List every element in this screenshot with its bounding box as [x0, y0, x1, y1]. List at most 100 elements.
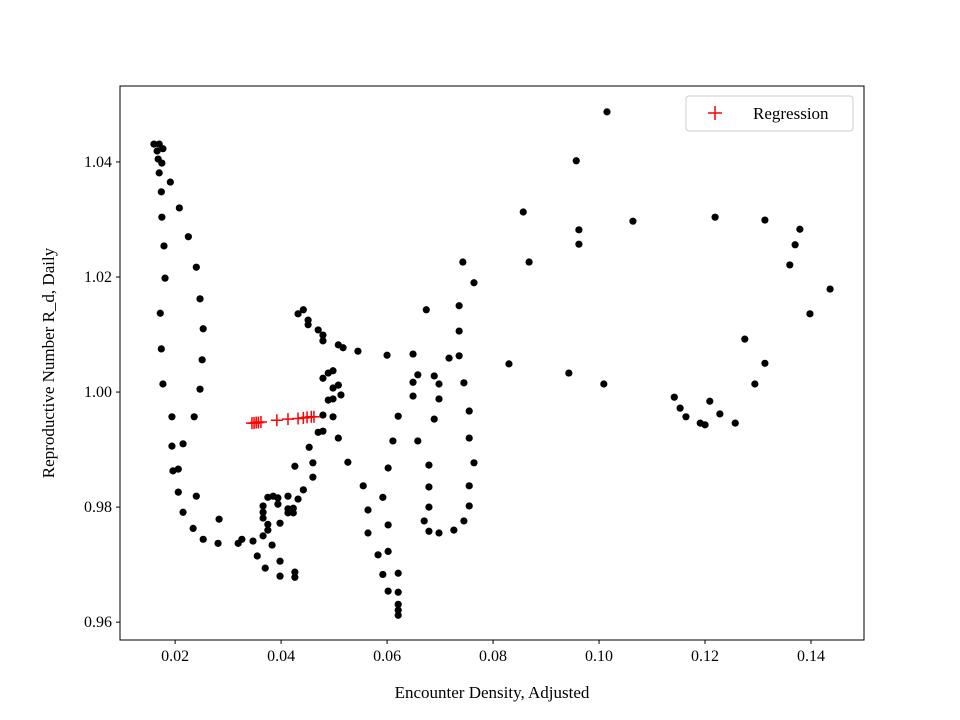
data-point [379, 493, 387, 501]
data-point [259, 514, 267, 522]
data-point [249, 537, 257, 545]
y-tick-label: 1.00 [84, 384, 112, 401]
data-point [359, 482, 367, 490]
data-point [519, 208, 527, 216]
data-point [276, 557, 284, 565]
x-tick-label: 0.12 [691, 648, 719, 665]
data-point [455, 352, 463, 360]
data-point [575, 226, 583, 234]
data-point [161, 274, 169, 282]
data-point [189, 524, 197, 532]
data-point [198, 356, 206, 364]
data-point [291, 462, 299, 470]
data-point [329, 384, 337, 392]
data-point [465, 407, 473, 415]
regression-point [307, 410, 320, 423]
data-point [158, 159, 166, 167]
data-point [445, 354, 453, 362]
y-tick-label: 1.02 [84, 269, 112, 286]
data-point [314, 326, 322, 334]
data-point [430, 415, 438, 423]
data-point [394, 611, 402, 619]
regression-point [254, 415, 267, 428]
data-point [174, 488, 182, 496]
data-point [600, 380, 608, 388]
data-point [409, 350, 417, 358]
data-point [465, 482, 473, 490]
data-point [364, 506, 372, 514]
data-point [259, 532, 267, 540]
data-point [329, 395, 337, 403]
data-point [394, 606, 402, 614]
legend: Regression [685, 95, 854, 132]
data-point [261, 564, 269, 572]
data-point [465, 434, 473, 442]
x-tick-label: 0.04 [267, 648, 295, 665]
data-point [459, 258, 467, 266]
data-point [761, 359, 769, 367]
data-point [384, 521, 392, 529]
data-point [435, 395, 443, 403]
data-point [214, 539, 222, 547]
data-point [259, 502, 267, 510]
data-point [435, 380, 443, 388]
data-point [425, 503, 433, 511]
data-point [284, 492, 292, 500]
regression-point [281, 413, 294, 426]
data-point [175, 204, 183, 212]
data-point [676, 404, 684, 412]
y-tick-label: 0.98 [84, 499, 112, 516]
data-point [184, 233, 192, 241]
data-point [394, 569, 402, 577]
data-point [806, 310, 814, 318]
data-point [264, 520, 272, 528]
data-point [791, 241, 799, 249]
data-point [150, 140, 158, 148]
data-point [525, 258, 533, 266]
data-point [505, 360, 513, 368]
x-tick-label: 0.14 [797, 648, 825, 665]
data-point [409, 378, 417, 386]
data-point [289, 509, 297, 517]
data-point [572, 157, 580, 165]
x-tick-label: 0.08 [479, 648, 507, 665]
data-point [334, 381, 342, 389]
data-point [291, 568, 299, 576]
data-point [409, 392, 417, 400]
data-point [394, 600, 402, 608]
data-point [460, 517, 468, 525]
y-tick-label: 0.96 [84, 614, 112, 631]
data-point [264, 526, 272, 534]
data-point [291, 573, 299, 581]
data-point [305, 443, 313, 451]
data-point [389, 437, 397, 445]
legend-label-regression: Regression [753, 104, 829, 123]
data-point [319, 331, 327, 339]
data-point [276, 572, 284, 580]
data-point [711, 213, 719, 221]
data-point [166, 178, 174, 186]
data-marks [150, 108, 834, 619]
data-point [425, 483, 433, 491]
data-point [309, 473, 317, 481]
data-point [682, 413, 690, 421]
x-axis: 0.02 0.04 0.06 0.08 0.10 0.12 0.14 [161, 640, 825, 665]
plot-frame [119, 85, 865, 641]
data-point [159, 145, 167, 153]
data-point [159, 380, 167, 388]
data-point [455, 327, 463, 335]
data-point [796, 225, 804, 233]
data-point [741, 335, 749, 343]
data-point [603, 108, 611, 116]
data-point [384, 464, 392, 472]
data-point [274, 494, 282, 502]
data-point [294, 495, 302, 503]
data-point [268, 541, 276, 549]
data-point [394, 412, 402, 420]
data-point [575, 240, 583, 248]
data-point [253, 552, 261, 560]
data-point [179, 508, 187, 516]
data-point [420, 517, 428, 525]
y-axis: 0.96 0.98 1.00 1.02 1.04 [84, 154, 120, 631]
data-point [168, 442, 176, 450]
